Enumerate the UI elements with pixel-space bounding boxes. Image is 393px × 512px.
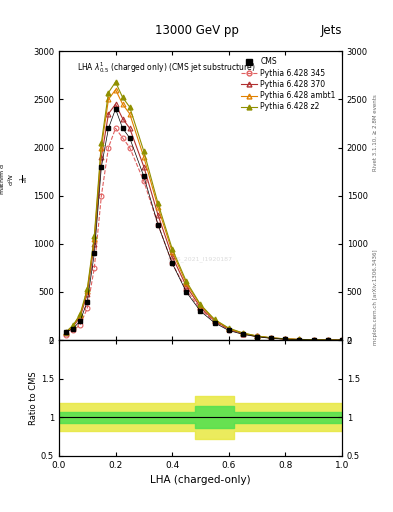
Text: 13000 GeV pp: 13000 GeV pp <box>154 24 239 37</box>
Text: LHA $\lambda^{1}_{0.5}$ (charged only) (CMS jet substructure): LHA $\lambda^{1}_{0.5}$ (charged only) (… <box>77 60 256 75</box>
Text: Rivet 3.1.10, ≥ 2.8M events: Rivet 3.1.10, ≥ 2.8M events <box>373 95 378 172</box>
X-axis label: LHA (charged-only): LHA (charged-only) <box>150 475 251 485</box>
Text: CMS_2021_I1920187: CMS_2021_I1920187 <box>168 257 233 262</box>
Y-axis label: Ratio to CMS: Ratio to CMS <box>29 371 38 425</box>
Text: Jets: Jets <box>320 24 342 37</box>
Text: $\mathrm{mathrm\,d}\,\lambda$
$\mathrm{mathrm\,d}\,p_T$
$\mathrm{mathrm\,d}$
$\m: $\mathrm{mathrm\,d}\,\lambda$ $\mathrm{m… <box>0 159 30 199</box>
Text: mcplots.cern.ch [arXiv:1306.3436]: mcplots.cern.ch [arXiv:1306.3436] <box>373 249 378 345</box>
Legend: CMS, Pythia 6.428 345, Pythia 6.428 370, Pythia 6.428 ambt1, Pythia 6.428 z2: CMS, Pythia 6.428 345, Pythia 6.428 370,… <box>239 55 338 114</box>
